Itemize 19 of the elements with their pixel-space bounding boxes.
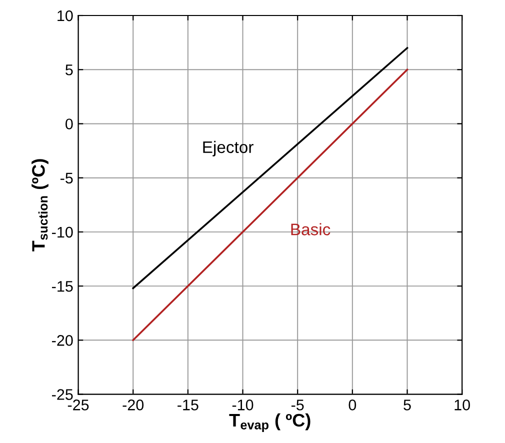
x-tick-label: 0: [348, 400, 356, 410]
series-label: Ejector: [203, 140, 254, 156]
y-tick-label: -20: [52, 335, 73, 346]
y-tick-label: 10: [58, 10, 73, 22]
x-axis-title: T$_{evap}$ ( ºC): [229, 413, 310, 432]
y-axis-title: T$_{suction}$ (ºC): [32, 159, 48, 252]
x-tick-label: -20: [122, 400, 144, 410]
y-tick-label: -15: [52, 281, 73, 292]
x-tick-label: 5: [404, 400, 411, 410]
y-tick-label: 5: [66, 64, 73, 76]
y-tick-label: -25: [52, 389, 73, 400]
y-tick-label: 0: [66, 118, 73, 130]
x-tick-label: -15: [178, 400, 198, 410]
series-label: Basic: [291, 223, 330, 236]
x-tick-label: 10: [454, 400, 470, 410]
y-tick-label: -5: [60, 172, 73, 184]
x-tick-label: -5: [291, 400, 304, 410]
x-tick-label: -10: [232, 400, 254, 410]
y-tick-label: -10: [52, 226, 73, 238]
